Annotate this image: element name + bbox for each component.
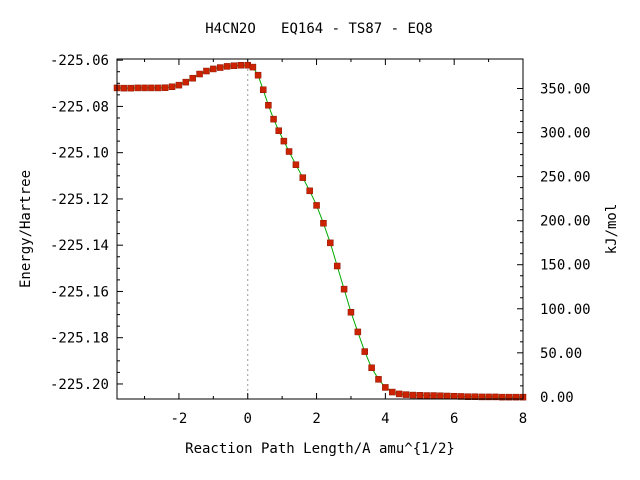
y2-tick-label: 0.00 bbox=[540, 390, 574, 406]
data-point bbox=[306, 187, 313, 195]
y-tick-label: -225.06 bbox=[50, 53, 109, 69]
y2-tick-label: 250.00 bbox=[540, 170, 591, 186]
data-point bbox=[189, 74, 196, 82]
data-point bbox=[485, 393, 492, 401]
y2-tick-label: 350.00 bbox=[540, 82, 591, 98]
data-point bbox=[492, 393, 499, 401]
data-point bbox=[395, 390, 403, 398]
data-point bbox=[203, 67, 210, 75]
data-point bbox=[313, 202, 320, 209]
y2-tick-label: 50.00 bbox=[540, 346, 582, 362]
data-point bbox=[402, 391, 410, 398]
x-tick-label: 6 bbox=[450, 411, 458, 427]
data-point bbox=[347, 309, 355, 316]
data-point bbox=[505, 393, 513, 401]
data-point bbox=[361, 348, 368, 355]
y2-tick-label: 300.00 bbox=[540, 126, 591, 142]
data-point bbox=[471, 393, 479, 400]
chart-title: H4CN2O EQ164 - TS87 - EQ8 bbox=[205, 21, 433, 37]
data-point bbox=[437, 392, 444, 400]
data-point bbox=[161, 84, 169, 91]
data-point bbox=[134, 84, 141, 92]
data-point bbox=[464, 393, 472, 400]
data-point bbox=[249, 63, 257, 71]
data-point bbox=[216, 64, 224, 71]
data-point bbox=[259, 86, 267, 94]
x-tick-label: 0 bbox=[244, 411, 252, 427]
y-tick-label: -225.18 bbox=[50, 331, 109, 347]
data-point bbox=[430, 392, 437, 399]
data-point bbox=[423, 392, 430, 399]
data-point bbox=[155, 84, 162, 92]
series-line bbox=[116, 64, 523, 398]
y-tick-label: -225.16 bbox=[50, 284, 109, 300]
x-tick-label: 8 bbox=[519, 411, 527, 427]
data-point bbox=[223, 63, 231, 70]
data-point bbox=[375, 376, 382, 383]
y2-tick-label: 150.00 bbox=[540, 258, 591, 274]
data-point bbox=[168, 83, 176, 91]
y-tick-label: -225.08 bbox=[50, 99, 109, 115]
data-point bbox=[182, 78, 190, 86]
x-tick-label: 4 bbox=[381, 411, 389, 427]
data-point bbox=[299, 174, 307, 181]
x-tick-label: 2 bbox=[312, 411, 320, 427]
data-point bbox=[265, 102, 272, 109]
data-point bbox=[478, 393, 485, 401]
axes-group: -2 0 2 4 6 8 -225.06 -225.08 -225.10 -225.12 -225.… bbox=[50, 53, 591, 427]
y2-tick-label: 100.00 bbox=[540, 302, 591, 318]
data-point bbox=[210, 65, 217, 73]
y-axis-label: Energy/Hartree bbox=[18, 170, 34, 288]
data-point bbox=[120, 84, 128, 92]
y-tick-label: -225.12 bbox=[50, 192, 109, 208]
data-point bbox=[237, 61, 245, 69]
data-point bbox=[275, 127, 282, 134]
data-point bbox=[270, 115, 277, 123]
data-point bbox=[148, 84, 155, 92]
x-tick-label: -2 bbox=[171, 411, 188, 427]
data-point bbox=[127, 84, 135, 92]
y-tick-label: -225.10 bbox=[50, 146, 109, 162]
y2-tick-label: 200.00 bbox=[540, 214, 591, 230]
data-point bbox=[327, 239, 334, 247]
y2-axis-label: kJ/mol bbox=[604, 204, 620, 255]
data-point bbox=[285, 148, 293, 155]
y-tick-label: -225.14 bbox=[50, 238, 109, 254]
data-point bbox=[320, 219, 327, 227]
x-axis-label: Reaction Path Length/A amu^{1/2} bbox=[185, 441, 455, 457]
series-points bbox=[113, 61, 527, 401]
data-point bbox=[409, 391, 417, 399]
data-point bbox=[382, 384, 389, 391]
data-point bbox=[340, 285, 348, 293]
data-point bbox=[512, 393, 520, 401]
data-point bbox=[354, 328, 362, 336]
data-point bbox=[196, 70, 203, 78]
data-point bbox=[368, 364, 375, 372]
data-point bbox=[175, 81, 183, 89]
data-point bbox=[499, 393, 506, 401]
y-tick-label: -225.20 bbox=[50, 377, 109, 393]
data-point bbox=[333, 262, 341, 270]
data-point bbox=[450, 392, 458, 400]
plot-frame bbox=[116, 58, 524, 400]
data-point bbox=[254, 71, 262, 79]
data-point bbox=[141, 84, 148, 92]
data-point bbox=[292, 161, 300, 168]
data-point bbox=[230, 62, 238, 69]
data-point bbox=[416, 392, 424, 399]
data-point bbox=[389, 388, 396, 396]
data-point bbox=[444, 392, 451, 400]
data-point bbox=[280, 137, 288, 145]
